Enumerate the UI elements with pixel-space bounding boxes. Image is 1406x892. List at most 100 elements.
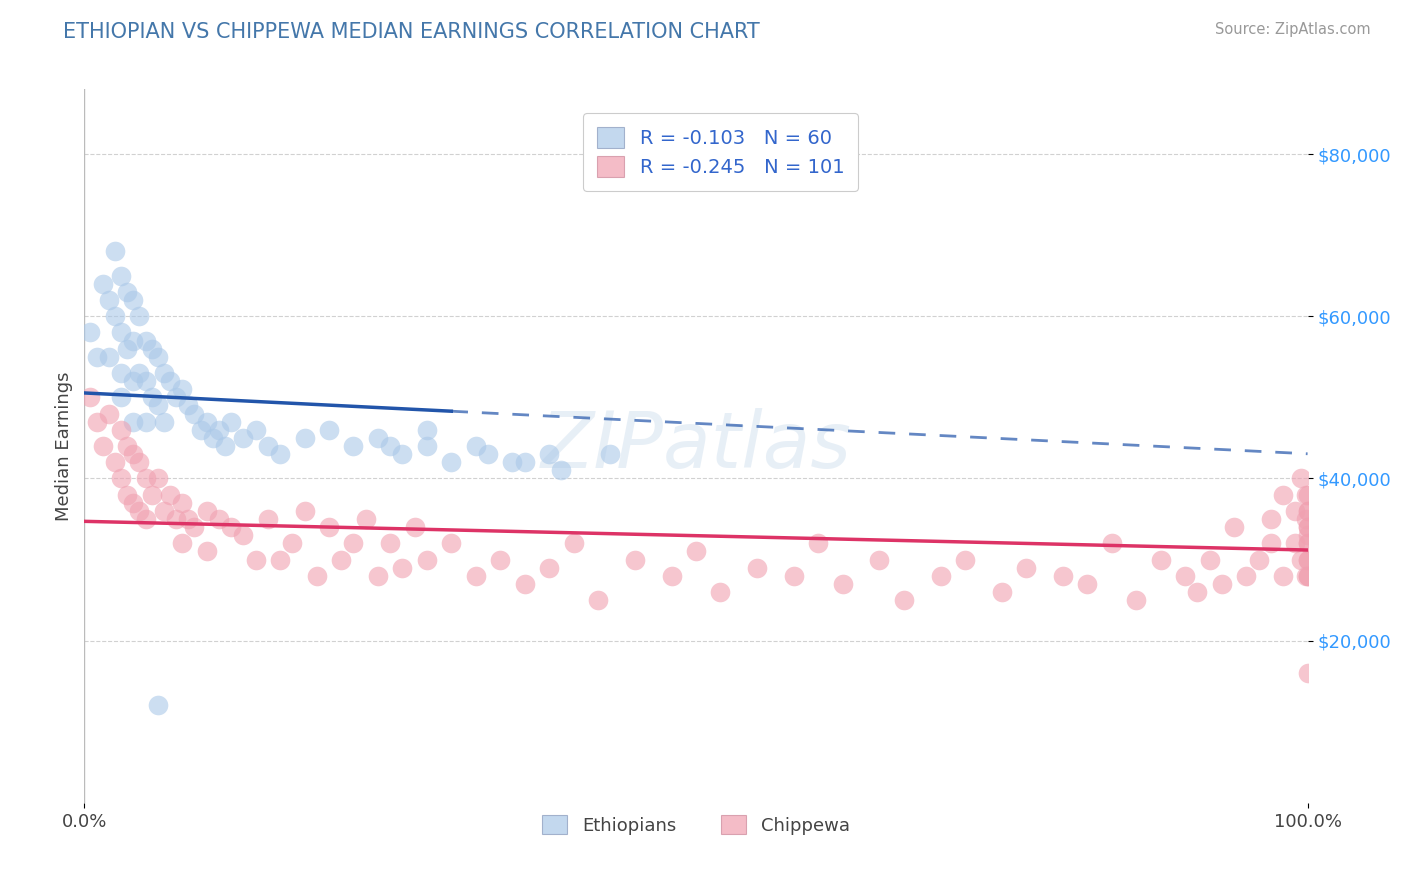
Point [172, 382, 194, 396]
Point [367, 431, 389, 445]
Point [183, 407, 205, 421]
Y-axis label: Median Earnings: Median Earnings [55, 371, 73, 521]
Point [1211, 577, 1233, 591]
Point [1223, 520, 1246, 534]
Point [110, 471, 132, 485]
Point [208, 423, 231, 437]
Point [831, 577, 853, 591]
Point [1174, 568, 1197, 582]
Point [416, 439, 439, 453]
Point [624, 552, 647, 566]
Point [294, 504, 316, 518]
Point [1015, 560, 1038, 574]
Point [1296, 504, 1319, 518]
Point [135, 415, 157, 429]
Point [1198, 552, 1220, 566]
Point [709, 585, 731, 599]
Point [232, 528, 254, 542]
Point [110, 268, 132, 283]
Point [342, 439, 364, 453]
Point [146, 399, 169, 413]
Point [318, 520, 340, 534]
Point [214, 439, 236, 453]
Point [747, 560, 769, 574]
Point [380, 439, 402, 453]
Point [122, 496, 145, 510]
Point [305, 568, 328, 582]
Point [177, 512, 200, 526]
Point [1150, 552, 1173, 566]
Point [146, 698, 169, 713]
Point [318, 423, 340, 437]
Point [562, 536, 585, 550]
Text: ETHIOPIAN VS CHIPPEWA MEDIAN EARNINGS CORRELATION CHART: ETHIOPIAN VS CHIPPEWA MEDIAN EARNINGS CO… [63, 22, 761, 42]
Point [135, 512, 157, 526]
Point [1296, 488, 1319, 502]
Point [538, 560, 561, 574]
Point [86, 350, 108, 364]
Point [391, 447, 413, 461]
Point [86, 415, 108, 429]
Point [232, 431, 254, 445]
Point [110, 366, 132, 380]
Point [1296, 520, 1319, 534]
Point [195, 504, 218, 518]
Text: Source: ZipAtlas.com: Source: ZipAtlas.com [1215, 22, 1371, 37]
Point [513, 455, 536, 469]
Point [783, 568, 806, 582]
Point [1296, 520, 1319, 534]
Point [1295, 488, 1317, 502]
Point [104, 244, 127, 259]
Point [208, 512, 231, 526]
Point [201, 431, 224, 445]
Point [807, 536, 830, 550]
Point [685, 544, 707, 558]
Point [1291, 552, 1313, 566]
Point [953, 552, 976, 566]
Point [245, 423, 267, 437]
Point [1296, 666, 1319, 681]
Point [97, 407, 120, 421]
Point [1296, 552, 1319, 566]
Point [165, 390, 187, 404]
Point [404, 520, 426, 534]
Point [367, 568, 389, 582]
Point [1272, 488, 1295, 502]
Point [146, 471, 169, 485]
Point [416, 423, 439, 437]
Point [354, 512, 377, 526]
Point [245, 552, 267, 566]
Point [1260, 536, 1282, 550]
Point [1296, 568, 1319, 582]
Point [464, 568, 486, 582]
Point [1125, 593, 1147, 607]
Point [195, 544, 218, 558]
Point [141, 390, 163, 404]
Point [538, 447, 561, 461]
Point [122, 374, 145, 388]
Point [219, 520, 242, 534]
Point [1076, 577, 1098, 591]
Point [195, 415, 218, 429]
Point [1247, 552, 1270, 566]
Point [104, 455, 127, 469]
Point [122, 334, 145, 348]
Point [110, 423, 132, 437]
Point [141, 342, 163, 356]
Legend: Ethiopians, Chippewa: Ethiopians, Chippewa [533, 805, 859, 844]
Point [128, 504, 150, 518]
Point [172, 536, 194, 550]
Point [177, 399, 200, 413]
Point [1272, 568, 1295, 582]
Point [489, 552, 512, 566]
Point [115, 488, 138, 502]
Point [153, 504, 176, 518]
Point [104, 310, 127, 324]
Point [294, 431, 316, 445]
Point [1296, 528, 1319, 542]
Point [416, 552, 439, 566]
Point [115, 439, 138, 453]
Point [257, 439, 280, 453]
Point [440, 536, 463, 550]
Point [122, 415, 145, 429]
